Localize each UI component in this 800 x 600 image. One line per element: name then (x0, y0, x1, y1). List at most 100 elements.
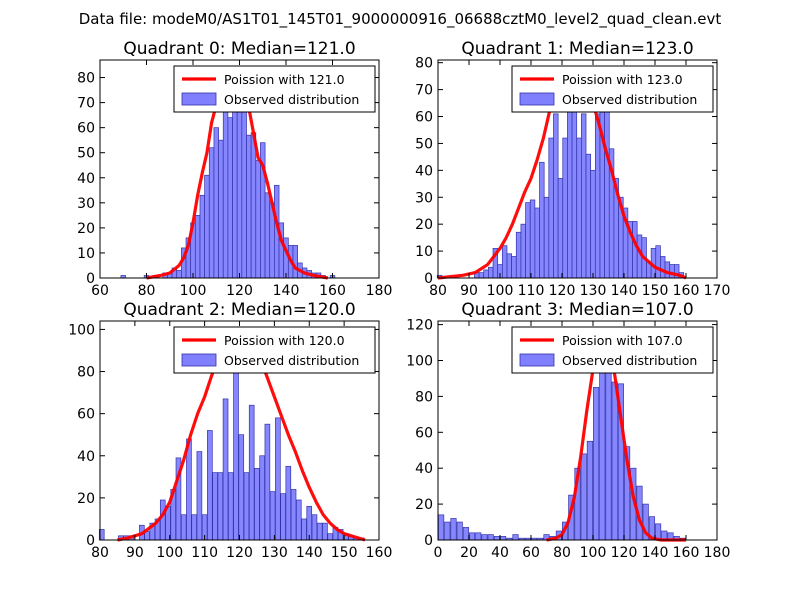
x-tick-label: 160 (366, 545, 393, 561)
legend-curve-label: Poission with 120.0 (224, 333, 345, 348)
histogram-bar (553, 113, 559, 279)
histogram-bar (483, 269, 489, 279)
histogram-bar (501, 245, 508, 279)
histogram-bar (599, 360, 606, 541)
y-tick-label: 0 (86, 271, 95, 287)
histogram-bar (275, 417, 281, 541)
legend-bar-swatch (519, 353, 555, 367)
histogram-bar (243, 472, 250, 541)
histogram-bar (227, 117, 233, 279)
histogram-bar (186, 438, 192, 541)
histogram-bar (213, 127, 219, 279)
histogram-bar (534, 207, 540, 279)
x-tick-label: 100 (580, 545, 607, 561)
y-tick-label: 0 (424, 271, 433, 287)
histogram-bar (506, 253, 512, 279)
histogram-bar (199, 194, 205, 279)
x-tick-label: 120 (226, 545, 253, 561)
histogram-bar (456, 521, 463, 541)
histogram-bar (599, 94, 605, 279)
histogram-bar (204, 174, 210, 279)
histogram-bar (250, 132, 257, 279)
x-tick-label: 160 (673, 283, 700, 299)
histogram-bar (469, 532, 476, 541)
y-tick-label: 10 (77, 246, 95, 262)
x-tick-label: 130 (261, 545, 288, 561)
axes-frame (437, 320, 718, 541)
y-tick-label: 50 (77, 146, 95, 162)
x-tick-label: 80 (553, 545, 571, 561)
legend-bar-label: Observed distribution (224, 92, 359, 107)
y-tick-label: 0 (424, 533, 433, 549)
histogram-bar (159, 499, 166, 541)
histogram-bar (585, 153, 592, 279)
x-tick-label: 140 (273, 283, 300, 299)
x-tick-label: 160 (319, 283, 346, 299)
x-tick-label: 100 (487, 283, 514, 299)
legend-curve-label: Poission with 107.0 (562, 333, 683, 348)
histogram-bar (539, 161, 545, 279)
histogram-bar (669, 264, 675, 279)
chart-title: Quadrant 2: Median=120.0 (123, 300, 355, 320)
histogram-bar (487, 534, 494, 541)
x-tick-label: 120 (611, 545, 638, 561)
histogram-bar (306, 505, 313, 541)
histogram-bar (450, 518, 457, 541)
y-tick-label: 60 (415, 425, 433, 441)
x-tick-label: 120 (549, 283, 576, 299)
histogram-bar (212, 472, 218, 541)
y-tick-label: 50 (415, 136, 433, 152)
x-tick-label: 150 (642, 283, 669, 299)
histogram-bar (264, 192, 271, 279)
x-tick-label: 140 (296, 545, 323, 561)
y-tick-label: 80 (77, 71, 95, 87)
histogram-bar (180, 514, 187, 541)
x-tick-label: 110 (191, 545, 218, 561)
x-tick-label: 160 (673, 545, 700, 561)
histogram-bar (196, 451, 203, 541)
chart-title: Quadrant 3: Median=107.0 (461, 300, 693, 320)
histogram-bar (493, 536, 500, 541)
chart-title: Quadrant 1: Median=123.0 (461, 39, 693, 59)
x-tick-label: 90 (460, 283, 478, 299)
histogram-bar (227, 472, 234, 541)
y-tick-label: 10 (415, 244, 433, 260)
histogram-bar (520, 223, 526, 279)
histogram-bar (660, 256, 666, 279)
chart-legend: Poission with 107.0 Observed distribution (511, 326, 714, 374)
histogram-bar (322, 522, 328, 541)
x-tick-label: 80 (91, 545, 109, 561)
y-tick-label: 40 (415, 461, 433, 477)
x-tick-label: 100 (156, 545, 183, 561)
histogram-bar (218, 139, 224, 279)
histogram-bar (292, 245, 298, 279)
y-tick-label: 120 (406, 318, 433, 334)
histogram-bar (462, 527, 469, 541)
histogram-bar (217, 472, 224, 541)
histogram-bar (500, 536, 507, 541)
legend-curve-label: Poission with 123.0 (562, 72, 683, 87)
y-tick-label: 60 (77, 121, 95, 137)
histogram-bar (207, 430, 213, 541)
x-tick-label: 90 (126, 545, 144, 561)
histogram-bar (488, 266, 494, 279)
chart-title: Quadrant 0: Median=121.0 (123, 39, 355, 59)
histogram-bar (259, 455, 265, 541)
y-tick-label: 80 (415, 389, 433, 405)
legend-bar-swatch (181, 353, 217, 367)
histogram-bar (512, 534, 519, 541)
x-tick-label: 0 (434, 545, 443, 561)
y-tick-label: 40 (77, 171, 95, 187)
chart-legend: Poission with 123.0 Observed distribution (511, 65, 714, 113)
x-tick-label: 150 (331, 545, 358, 561)
histogram-bar (222, 398, 229, 541)
legend-bar-label: Observed distribution (224, 353, 359, 368)
histogram-bar (475, 532, 482, 541)
histogram-bar (222, 102, 229, 279)
y-tick-label: 60 (415, 110, 433, 126)
x-tick-label: 130 (580, 283, 607, 299)
y-tick-label: 20 (77, 491, 95, 507)
x-tick-label: 60 (522, 545, 540, 561)
histogram-bar (296, 499, 302, 541)
histogram-bar (481, 534, 488, 541)
